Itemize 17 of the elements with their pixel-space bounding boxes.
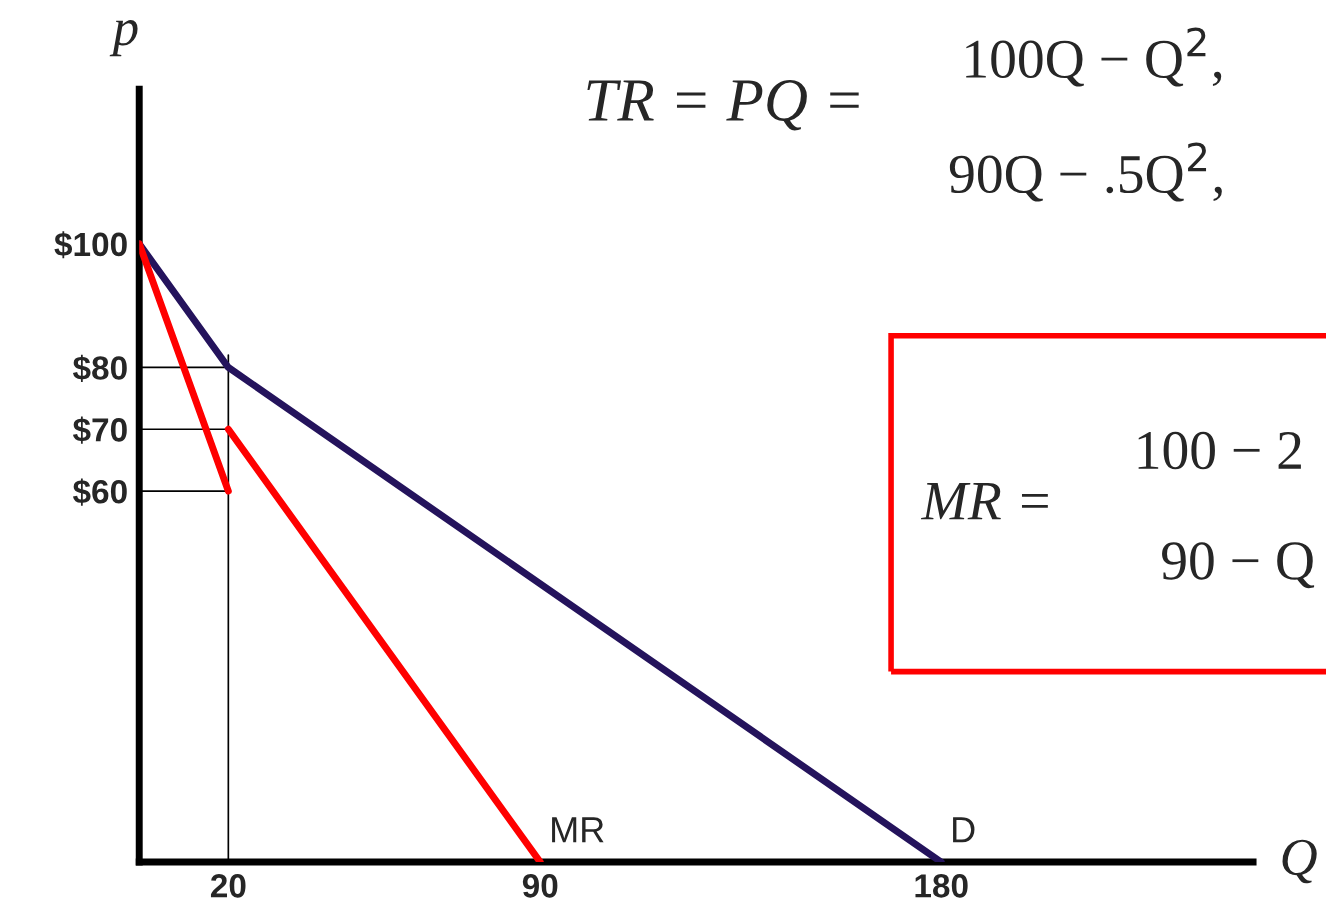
y-tick-label: $70 bbox=[72, 416, 127, 444]
series-label: D bbox=[953, 817, 975, 843]
x-tick-label: 90 bbox=[522, 874, 558, 898]
annotation: 90Q − .5Q$^{2}$, bbox=[949, 142, 1222, 202]
x-tick-label: 20 bbox=[210, 874, 246, 898]
series-label: MR bbox=[552, 817, 604, 843]
x-tick-label: 180 bbox=[915, 874, 968, 898]
annotation: TR = PQ = bbox=[587, 80, 859, 131]
annotation: 90 − Q bbox=[1162, 542, 1315, 589]
text: 100Q − Q$^{2}$, bbox=[966, 27, 1222, 87]
y-tick-label: $100 bbox=[54, 231, 127, 259]
y-axis-title: p bbox=[109, 20, 138, 57]
y-tick-label: $80 bbox=[72, 354, 127, 382]
annotation: MR = bbox=[920, 482, 1048, 520]
x-axis-title: Q bbox=[1282, 839, 1317, 884]
annotation: 100 − 2 bbox=[1138, 431, 1301, 470]
y-tick-label: $60 bbox=[72, 478, 127, 506]
